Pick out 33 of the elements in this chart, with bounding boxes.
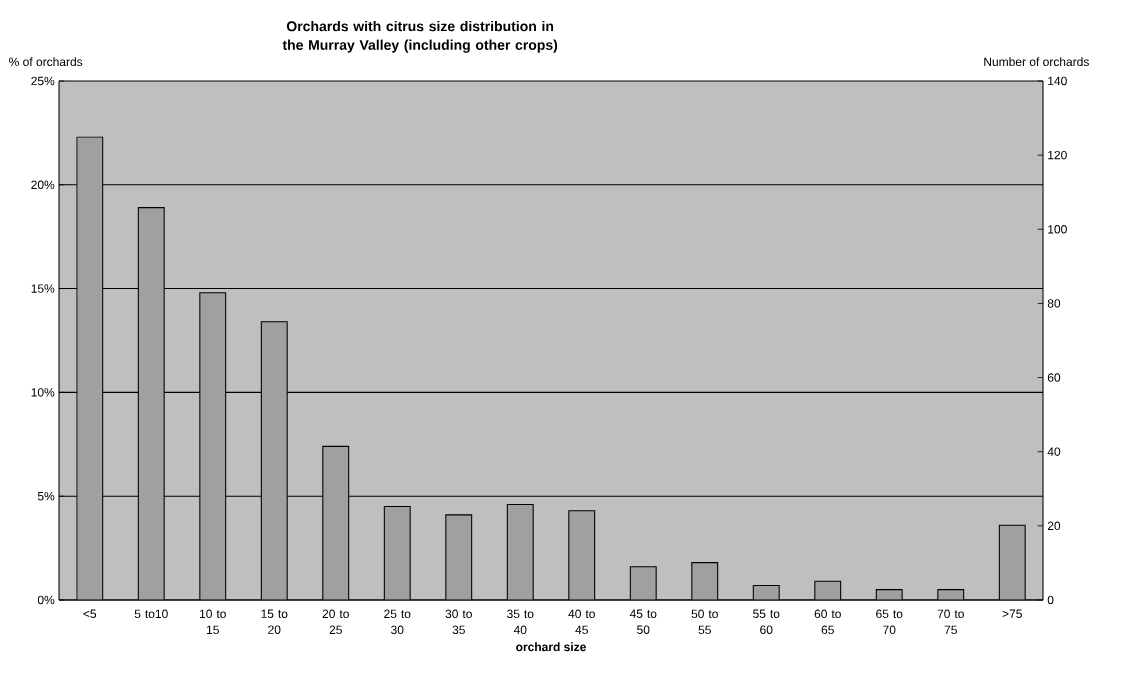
x-tick-label: 65 to 70 [876,609,903,635]
x-tick-label: 10 to 15 [200,609,226,635]
y-tick-label: 25% [31,76,55,86]
x-tick-label: 60 to 65 [814,609,841,635]
y-axis-title: % of orchards [9,57,83,67]
y-tick-label: 10% [31,388,55,397]
x-tick-label: 15 to 20 [261,609,288,634]
x-tick-label: 25 to 30 [384,609,411,635]
chart-title: Orchards with citrus size distribution in the Murray Valley (including other crops) [282,20,558,53]
x-tick-label: 20 to 25 [322,609,349,635]
x-tick-label: 40 to 45 [568,609,595,635]
x-tick-label: >75 [1002,609,1022,618]
y2-tick-label: 0 [1047,595,1054,605]
x-axis-title: orchard size [516,642,586,652]
y2-tick-label: 100 [1048,225,1067,234]
x-tick-label: 55 to 60 [753,609,780,634]
y2-tick-label: 40 [1047,447,1061,456]
y2-tick-label: 140 [1048,76,1067,86]
y-tick-label: 20% [31,180,55,190]
x-tick-label: 45 to 50 [629,609,657,634]
y2-axis-title: Number of orchards [984,57,1089,67]
y2-tick-label: 20 [1047,521,1061,531]
x-tick-label: 50 to 55 [691,609,718,635]
y-tick-label: 15% [31,284,55,293]
y2-tick-label: 60 [1047,373,1061,382]
y2-tick-label: 80 [1047,299,1061,308]
y2-tick-label: 120 [1048,150,1067,160]
y-tick-label: 5% [37,491,55,501]
x-tick-label: 70 to 75 [937,609,964,635]
x-tick-label: 5 to10 [134,609,168,619]
x-tick-label: <5 [83,609,97,618]
y-tick-label: 0% [37,595,55,605]
x-tick-label: 30 to 35 [445,609,472,635]
